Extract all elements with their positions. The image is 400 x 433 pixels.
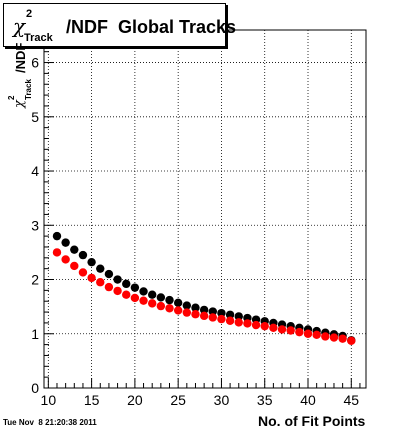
black-series-point: [173, 298, 183, 308]
red-series-point: [243, 319, 252, 328]
red-series-point: [61, 255, 70, 264]
black-series-point: [156, 293, 166, 302]
red-series-point: [139, 296, 148, 305]
red-series-point: [122, 290, 131, 299]
black-series-point: [87, 257, 96, 267]
black-series-point: [78, 250, 88, 260]
red-series-point: [208, 313, 217, 322]
x-tick-label: 35: [257, 392, 273, 408]
black-series-point: [122, 279, 131, 289]
title-subscript: Track: [24, 32, 53, 44]
red-series-point: [173, 306, 183, 315]
red-series-point: [217, 314, 226, 324]
y-axis: 0 1 2 3 4 5 6: [31, 29, 54, 396]
black-series-point: [96, 264, 105, 273]
red-series-point: [78, 268, 88, 277]
black-series-point: [70, 245, 79, 254]
red-series-point: [70, 261, 79, 271]
y-tick-label: 5: [31, 109, 39, 125]
red-series-point: [277, 325, 287, 334]
ylabel-chi-symbol: χ: [12, 100, 27, 108]
red-series-point: [96, 278, 105, 287]
black-series-point: [217, 308, 226, 318]
black-series-point: [225, 310, 235, 319]
black-series-point: [182, 301, 192, 310]
red-series-point: [156, 301, 166, 311]
red-series-point: [251, 320, 261, 330]
x-tick-label: 30: [214, 392, 230, 408]
red-series-point: [147, 299, 157, 308]
x-axis: 10 15 20 25 30 35 40 45: [41, 378, 361, 408]
red-series-point: [104, 282, 114, 292]
x-tick-label: 40: [300, 392, 316, 408]
black-series-point: [139, 287, 148, 296]
ylabel-text: /NDF: [13, 42, 28, 73]
y-tick-label: 4: [31, 163, 39, 179]
red-series-point: [87, 273, 96, 283]
x-axis-label: No. of Fit Points: [258, 413, 366, 429]
y-tick-label: 0: [31, 380, 39, 396]
red-series-point: [286, 326, 295, 335]
red-series-point: [269, 323, 278, 332]
red-series-point: [182, 308, 192, 317]
x-tick-label: 20: [127, 392, 143, 408]
y-tick-label: 1: [31, 326, 39, 342]
red-series-point: [312, 330, 321, 340]
red-series-point: [303, 329, 313, 338]
data-points: [52, 231, 356, 346]
red-series-point: [234, 318, 243, 327]
chart-title: /NDF Global Tracks: [66, 17, 237, 37]
red-series-point: [191, 310, 200, 319]
red-series-point: [113, 286, 122, 296]
red-series-point: [165, 304, 174, 313]
black-series-point: [104, 269, 114, 279]
x-tick-label: 25: [170, 392, 186, 408]
black-series-point: [199, 305, 209, 315]
black-series-point: [165, 295, 174, 305]
black-series-point: [208, 307, 217, 316]
chart-title-box: χ 2 Track /NDF Global Tracks: [3, 3, 236, 47]
x-tick-label: 15: [84, 392, 100, 408]
red-series-point: [338, 334, 347, 343]
title-superscript: 2: [26, 8, 33, 20]
black-series-point: [147, 290, 157, 299]
red-series-point: [329, 333, 339, 342]
red-series-point: [130, 293, 140, 303]
x-tick-label: 45: [343, 392, 359, 408]
black-series-point: [130, 283, 140, 292]
red-series-point: [199, 311, 209, 321]
ylabel-superscript: 2: [7, 95, 16, 100]
ylabel-subscript: Track: [24, 79, 33, 100]
black-series-point: [234, 312, 243, 321]
x-tick-label: 10: [41, 392, 57, 408]
y-tick-label: 2: [31, 272, 39, 288]
datestamp: Tue Nov 8 21:20:38 2011: [3, 418, 97, 427]
black-series-point: [61, 238, 70, 247]
red-series-point: [225, 316, 235, 325]
red-series-point: [295, 327, 304, 337]
black-series-point: [113, 275, 122, 284]
red-series-point: [52, 248, 62, 257]
black-series-point: [191, 303, 200, 312]
red-series-point: [321, 332, 330, 341]
y-axis-label: χ 2 Track /NDF: [4, 0, 40, 108]
title-chi-symbol: χ: [13, 14, 26, 38]
y-tick-label: 3: [31, 217, 39, 233]
y-tick-label: 6: [31, 55, 39, 71]
red-series-point: [260, 321, 269, 331]
black-series-point: [52, 231, 62, 241]
red-series-point: [347, 336, 356, 346]
